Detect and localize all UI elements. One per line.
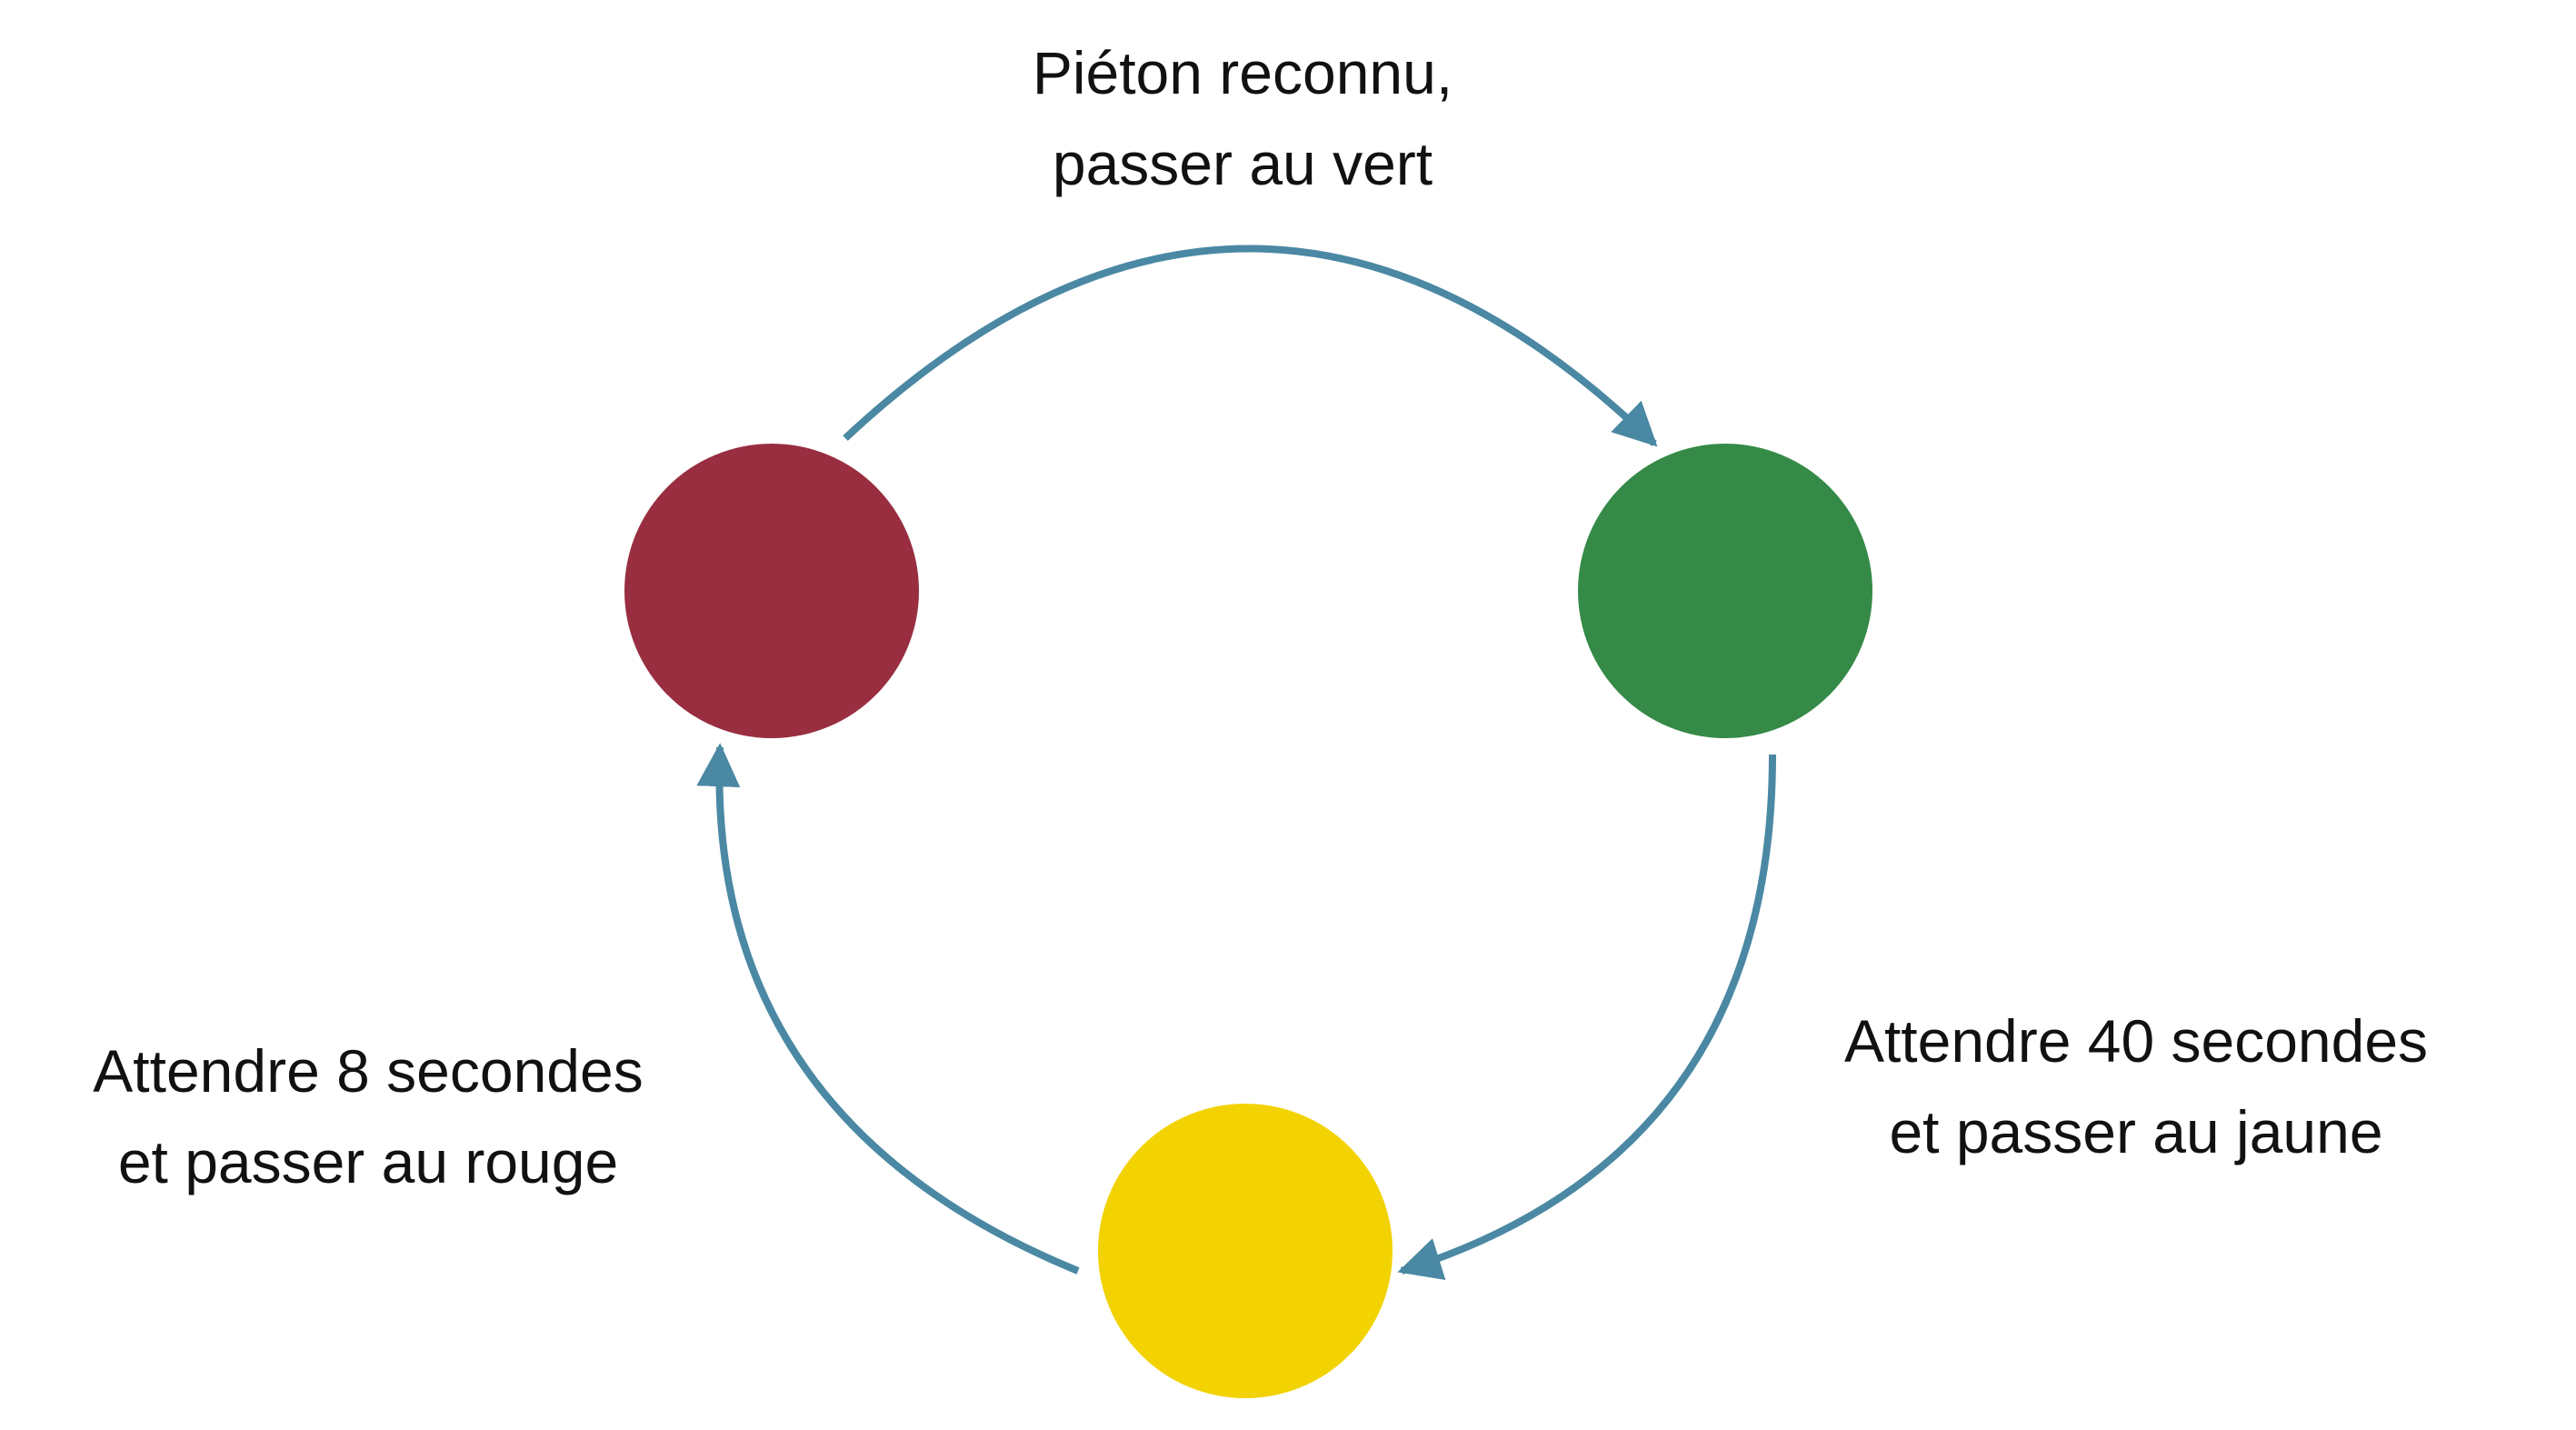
green-state-circle: [1578, 444, 1872, 738]
arrow-red-to-green: [843, 245, 1658, 447]
arrow-green-to-yellow: [1397, 754, 1776, 1280]
transition-label-line: passer au vert: [1052, 130, 1433, 197]
transition-label-line: et passer au rouge: [117, 1128, 619, 1195]
transition-label-line: Attendre 8 secondes: [93, 1037, 644, 1105]
transition-label-line: Attendre 40 secondes: [1843, 1007, 2429, 1075]
transition-label-yellow-to-red: Attendre 8 secondes et passer au rouge: [18, 1025, 718, 1207]
transition-label-green-to-yellow: Attendre 40 secondes et passer au jaune: [1763, 995, 2509, 1177]
transition-label-red-to-green: Piéton reconnu, passer au vert: [924, 27, 1561, 209]
transition-label-line: Piéton reconnu,: [1032, 39, 1453, 106]
transition-label-line: et passer au jaune: [1889, 1098, 2383, 1165]
yellow-state-circle: [1098, 1104, 1393, 1398]
red-state-circle: [624, 444, 919, 738]
arrow-yellow-to-red: [696, 743, 1080, 1275]
